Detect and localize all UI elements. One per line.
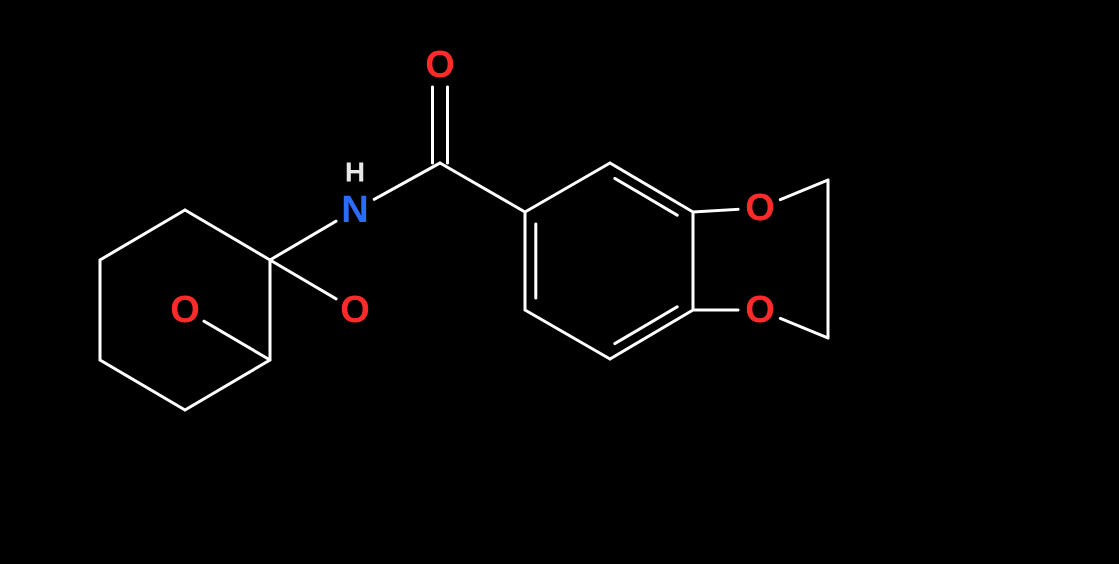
- bond: [525, 163, 610, 212]
- bond: [270, 221, 336, 260]
- bond: [780, 318, 828, 338]
- bond: [780, 180, 828, 200]
- bond: [525, 310, 610, 359]
- bond: [693, 209, 738, 212]
- bond: [204, 321, 270, 360]
- bond: [374, 163, 440, 199]
- atom-O: O: [745, 289, 775, 331]
- bond: [610, 163, 693, 212]
- bond: [185, 360, 270, 410]
- bond: [100, 360, 185, 410]
- bond: [270, 260, 336, 299]
- bond: [100, 210, 185, 260]
- atom-O: O: [425, 44, 455, 86]
- atom-O: O: [340, 289, 370, 331]
- molecule-canvas: O NH O O O O: [0, 0, 1119, 564]
- atom-O: O: [170, 289, 200, 331]
- bond: [440, 163, 525, 212]
- bond: [185, 210, 270, 260]
- bond: [610, 310, 693, 359]
- atom-H: H: [345, 157, 365, 188]
- atom-O: O: [745, 187, 775, 229]
- atom-N: N: [341, 189, 368, 231]
